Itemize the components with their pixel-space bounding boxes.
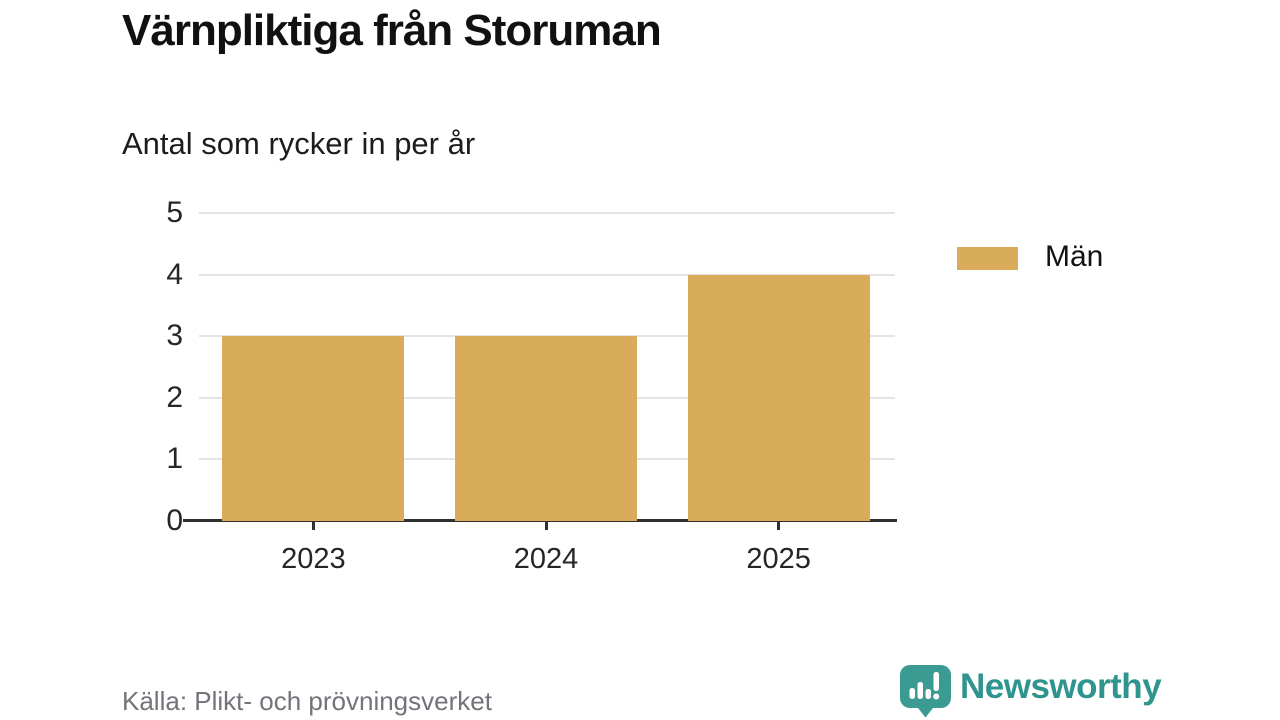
y-tick-label: 0 [166,504,183,537]
bar-2025 [687,274,870,521]
x-tick-label: 2025 [746,543,811,575]
bar-2024 [455,336,637,521]
y-axis: 0 1 2 3 4 5 [128,196,183,537]
x-axis-tick [544,521,548,530]
y-tick-label: 3 [166,319,183,353]
x-axis-tick [777,521,781,530]
plot-area [183,212,897,530]
chart-subtitle: Antal som rycker in per år [122,126,476,161]
y-tick-label: 1 [166,442,183,476]
y-tick-label: 5 [166,196,183,229]
x-tick-label: 2023 [281,543,346,575]
legend-label: Män [1045,240,1104,273]
gridline [199,212,895,214]
brand-name: Newsworthy [960,667,1162,706]
y-tick-label: 2 [166,380,183,414]
bar-2023 [222,336,405,521]
x-tick-label: 2024 [513,543,579,575]
gridline [199,273,895,276]
source-text: Källa: Plikt- och prövningsverket [122,686,492,716]
chart-title: Värnpliktiga från Storuman [122,6,662,55]
legend-swatch [957,247,1018,270]
x-axis-tick [311,521,315,530]
x-axis: 2023 2024 2025 [197,537,895,582]
y-tick-label: 4 [166,257,183,291]
newsworthy-bubble-icon [900,665,951,718]
brand-logo[interactable]: Newsworthy [899,664,1162,718]
